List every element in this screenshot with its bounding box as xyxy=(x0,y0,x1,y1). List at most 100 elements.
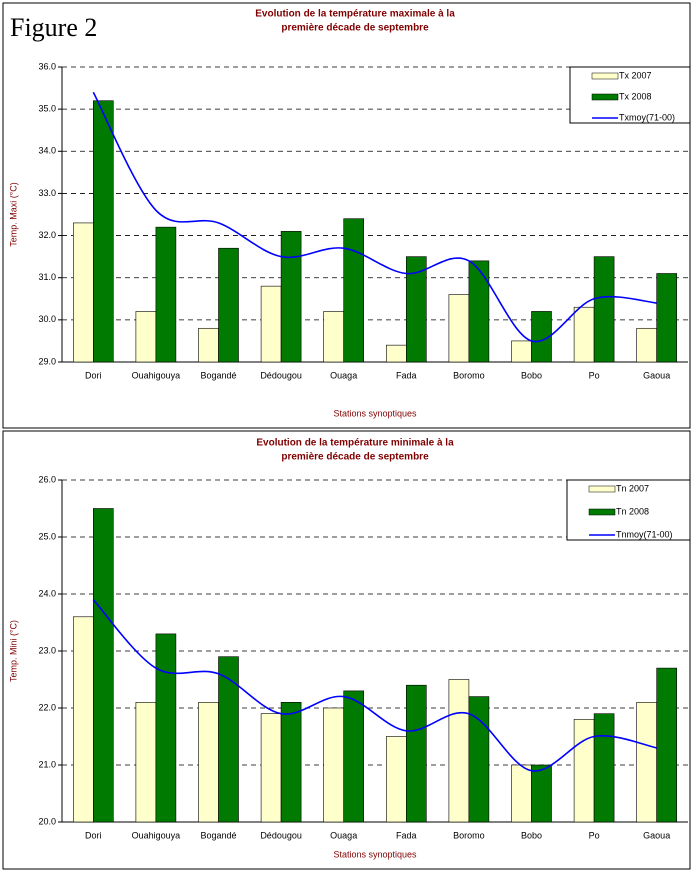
y-tick-label: 34.0 xyxy=(38,146,56,156)
bar xyxy=(323,707,345,823)
legend-swatch xyxy=(588,485,616,493)
y-tick-label: 20.0 xyxy=(38,816,56,826)
legend-label: Tnmoy(71-00) xyxy=(616,529,673,539)
bar xyxy=(656,273,678,363)
y-tick-label: 23.0 xyxy=(38,645,56,655)
bar xyxy=(531,311,552,363)
y-tick-label: 30.0 xyxy=(38,314,56,324)
x-axis-label: Stations synoptiques xyxy=(333,849,417,859)
bar xyxy=(155,226,177,363)
bar xyxy=(343,218,365,363)
x-tick-label: Dori xyxy=(85,370,102,380)
bar xyxy=(468,696,490,823)
y-tick-label: 31.0 xyxy=(38,272,56,282)
x-tick-label: Ouaga xyxy=(330,370,357,380)
bar xyxy=(656,667,678,823)
bar xyxy=(405,684,427,823)
bar xyxy=(385,344,407,363)
y-tick-label: 33.0 xyxy=(38,188,56,198)
x-tick-label: Gaoua xyxy=(643,830,670,840)
bar xyxy=(511,340,532,363)
x-tick-label: Fada xyxy=(396,370,417,380)
bar xyxy=(531,764,552,823)
bar xyxy=(573,306,595,363)
bar xyxy=(135,311,157,363)
legend-label: Tx 2007 xyxy=(619,70,652,80)
x-tick-label: Boromo xyxy=(453,830,485,840)
x-tick-label: Dédougou xyxy=(260,830,302,840)
x-tick-label: Dori xyxy=(85,830,102,840)
y-tick-label: 29.0 xyxy=(38,356,56,366)
legend-swatch xyxy=(588,508,616,516)
y-axis-label: Temp. Mini (°C) xyxy=(8,620,18,682)
bar xyxy=(280,231,302,363)
x-tick-label: Ouaga xyxy=(330,830,357,840)
bar xyxy=(93,508,114,823)
legend-label: Txmoy(71-00) xyxy=(619,112,675,122)
chart-title: Evolution de la température minimale à l… xyxy=(256,438,454,449)
y-tick-label: 21.0 xyxy=(38,759,56,769)
bar xyxy=(343,690,365,823)
line xyxy=(92,599,657,772)
bar xyxy=(73,222,94,363)
y-tick-label: 35.0 xyxy=(38,104,56,114)
y-tick-label: 32.0 xyxy=(38,230,56,240)
legend-box xyxy=(569,66,691,124)
bar xyxy=(636,701,658,823)
bar xyxy=(593,256,615,363)
bar xyxy=(260,713,282,823)
x-tick-label: Gaoua xyxy=(643,370,670,380)
x-tick-label: Po xyxy=(589,370,600,380)
bar xyxy=(218,247,239,363)
y-tick-label: 25.0 xyxy=(38,531,56,541)
legend-swatch xyxy=(591,93,619,101)
x-tick-label: Boromo xyxy=(453,370,485,380)
x-tick-label: Bogandé xyxy=(200,830,236,840)
y-tick-label: 24.0 xyxy=(38,588,56,598)
bar xyxy=(636,327,658,363)
bar xyxy=(260,285,282,363)
figure-label: Figure 2 xyxy=(10,13,97,42)
chart-title: Evolution de la température maximale à l… xyxy=(255,9,455,20)
x-tick-label: Po xyxy=(589,830,600,840)
chart-frame xyxy=(2,430,691,870)
y-axis-label: Temp. Maxi (°C) xyxy=(8,182,18,247)
bar xyxy=(218,656,239,823)
x-tick-label: Dédougou xyxy=(260,370,302,380)
y-tick-label: 36.0 xyxy=(38,61,56,71)
bar xyxy=(323,311,345,363)
bar xyxy=(573,719,595,823)
x-tick-label: Fada xyxy=(396,830,417,840)
bar xyxy=(280,701,302,823)
bar xyxy=(73,616,94,823)
bar xyxy=(448,294,470,363)
x-tick-label: Ouahigouya xyxy=(132,370,181,380)
x-tick-label: Bogandé xyxy=(200,370,236,380)
chart-frame xyxy=(2,2,691,429)
bar xyxy=(155,633,177,823)
bar xyxy=(448,679,470,823)
legend-swatch xyxy=(591,72,619,80)
x-tick-label: Ouahigouya xyxy=(132,830,181,840)
legend-label: Tn 2007 xyxy=(616,483,649,493)
bar xyxy=(593,713,615,823)
chart-title: première décade de septembre xyxy=(281,452,429,463)
bar xyxy=(468,260,490,363)
bar xyxy=(198,701,219,823)
bar xyxy=(198,327,219,363)
legend-box xyxy=(566,479,691,541)
y-tick-label: 22.0 xyxy=(38,702,56,712)
x-tick-label: Bobo xyxy=(521,830,542,840)
x-axis-label: Stations synoptiques xyxy=(333,408,417,418)
legend-label: Tn 2008 xyxy=(616,506,649,516)
bar xyxy=(93,100,114,363)
line xyxy=(92,91,657,343)
bar xyxy=(405,256,427,363)
legend-label: Tx 2008 xyxy=(619,91,652,101)
x-tick-label: Bobo xyxy=(521,370,542,380)
bar xyxy=(385,736,407,823)
chart-title: première décade de septembre xyxy=(281,23,429,34)
bar xyxy=(135,701,157,823)
y-tick-label: 26.0 xyxy=(38,474,56,484)
